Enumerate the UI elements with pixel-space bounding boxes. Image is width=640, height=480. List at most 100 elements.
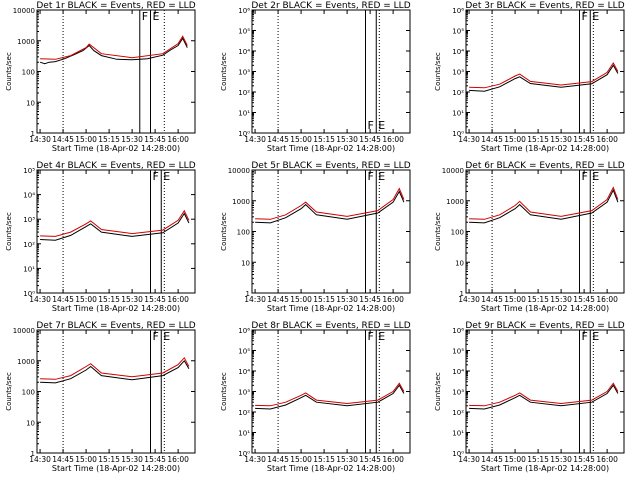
y-tick-label: 10⁰: [23, 290, 35, 298]
x-tick-label: 15:45: [359, 455, 381, 464]
y-axis-label: Counts/sec: [220, 52, 228, 91]
x-tick-label: 15:30: [550, 295, 572, 304]
y-tick-label: 100: [451, 229, 464, 237]
x-tick-label: 14:30: [458, 295, 480, 304]
plot-frame: [36, 9, 196, 134]
panel-det-7: Det 7r BLACK = Events, RED = LLD 1 10 100 10…: [5, 321, 196, 473]
plot-frame: [465, 329, 625, 454]
x-tick-label: 14:45: [267, 295, 289, 304]
y-tick-label: 10: [241, 259, 250, 267]
x-axis-label: Start Time (18-Apr-02 14:28:00): [52, 464, 180, 473]
y-tick-label: 10⁶: [452, 7, 464, 15]
x-tick-label: 15:15: [98, 295, 120, 304]
x-tick-label: 15:00: [75, 295, 97, 304]
y-tick-label: 10⁴: [23, 192, 35, 200]
y-axis-label: Counts/sec: [434, 372, 442, 411]
marker-letter: E: [378, 119, 385, 132]
panel-title: Det 9r BLACK = Events, RED = LLD: [465, 321, 624, 331]
lld-series-line: [469, 62, 619, 89]
panel-det-3: Det 3r BLACK = Events, RED = LLD 10⁰ 10¹ 10…: [434, 1, 625, 153]
x-tick-label: 15:00: [290, 295, 312, 304]
x-tick-label: 14:30: [458, 135, 480, 144]
y-tick-label: 1: [31, 450, 35, 458]
x-tick-label: 14:30: [244, 295, 266, 304]
marker-letter: F: [582, 10, 588, 23]
y-tick-label: 10¹: [452, 110, 464, 118]
y-tick-label: 100: [22, 389, 35, 397]
x-tick-label: 15:15: [313, 455, 335, 464]
lld-series-line: [40, 209, 190, 237]
y-tick-label: 1: [246, 290, 250, 298]
x-tick-label: 15:30: [336, 455, 358, 464]
events-series-line: [40, 359, 190, 384]
y-tick-label: 1000: [17, 358, 35, 366]
y-tick-label: 10¹: [238, 430, 250, 438]
panel-det-6: Det 6r BLACK = Events, RED = LLD 1 10 100 10…: [434, 161, 625, 313]
y-tick-label: 10⁵: [23, 167, 35, 175]
y-tick-label: 10²: [238, 89, 250, 97]
y-tick-label: 10³: [238, 69, 250, 77]
y-tick-label: 100: [237, 229, 250, 237]
x-tick-label: 15:00: [75, 455, 97, 464]
y-tick-label: 10²: [452, 89, 464, 97]
x-tick-label: 15:45: [359, 295, 381, 304]
y-tick-label: 10⁰: [238, 450, 250, 458]
panel-det-9: Det 9r BLACK = Events, RED = LLD 10⁰ 10¹ 10…: [434, 321, 625, 473]
marker-letter: E: [163, 170, 170, 183]
y-tick-label: 10000: [13, 327, 35, 335]
panel-title: Det 5r BLACK = Events, RED = LLD: [251, 161, 410, 171]
x-tick-label: 16:00: [596, 295, 618, 304]
x-tick-label: 14:30: [458, 455, 480, 464]
y-tick-label: 10¹: [452, 430, 464, 438]
y-tick-label: 10: [26, 99, 35, 107]
y-tick-label: 100: [22, 69, 35, 77]
marker-letter: E: [592, 170, 599, 183]
y-tick-label: 10¹: [23, 265, 35, 273]
y-tick-label: 10⁵: [452, 348, 464, 356]
panel-title: Det 1r BLACK = Events, RED = LLD: [36, 1, 195, 11]
x-tick-label: 16:00: [382, 135, 404, 144]
y-axis-label: Counts/sec: [220, 372, 228, 411]
x-tick-label: 14:30: [244, 455, 266, 464]
x-axis-label: Start Time (18-Apr-02 14:28:00): [481, 304, 609, 313]
lld-series-line: [40, 35, 188, 60]
y-tick-label: 10000: [13, 7, 35, 15]
x-tick-label: 15:30: [336, 135, 358, 144]
marker-letter: F: [368, 330, 374, 343]
events-series-line: [469, 188, 619, 224]
panel-title: Det 2r BLACK = Events, RED = LLD: [251, 1, 410, 11]
marker-letter: E: [163, 330, 170, 343]
x-tick-label: 15:15: [313, 295, 335, 304]
events-series-line: [469, 64, 619, 92]
marker-letter: F: [153, 330, 159, 343]
x-tick-label: 14:30: [29, 455, 51, 464]
y-tick-label: 1000: [17, 38, 35, 46]
x-tick-label: 15:00: [504, 135, 526, 144]
y-tick-label: 10²: [23, 241, 35, 249]
panel-det-8: Det 8r BLACK = Events, RED = LLD 10⁰ 10¹ 10…: [220, 321, 411, 473]
plot-frame: [251, 169, 411, 294]
x-tick-label: 15:45: [573, 135, 595, 144]
marker-letter: F: [153, 170, 159, 183]
y-tick-label: 10⁶: [238, 327, 250, 335]
lld-series-line: [255, 382, 405, 407]
marker-letter: F: [142, 10, 148, 23]
x-tick-label: 15:30: [336, 295, 358, 304]
x-tick-label: 14:45: [267, 135, 289, 144]
plot-frame: [36, 329, 196, 454]
x-tick-label: 16:00: [167, 455, 189, 464]
y-tick-label: 10000: [442, 167, 464, 175]
x-tick-label: 15:30: [121, 295, 143, 304]
y-tick-label: 10000: [228, 167, 250, 175]
y-tick-label: 10⁵: [452, 28, 464, 36]
x-tick-label: 14:45: [52, 295, 74, 304]
y-tick-label: 10³: [238, 389, 250, 397]
x-tick-label: 15:30: [550, 135, 572, 144]
x-axis-label: Start Time (18-Apr-02 14:28:00): [481, 464, 609, 473]
events-series-line: [39, 37, 188, 65]
x-tick-label: 15:00: [75, 135, 97, 144]
y-tick-label: 10⁴: [238, 368, 250, 376]
y-tick-label: 10⁴: [452, 368, 464, 376]
marker-letter: F: [582, 330, 588, 343]
x-tick-label: 14:45: [481, 295, 503, 304]
